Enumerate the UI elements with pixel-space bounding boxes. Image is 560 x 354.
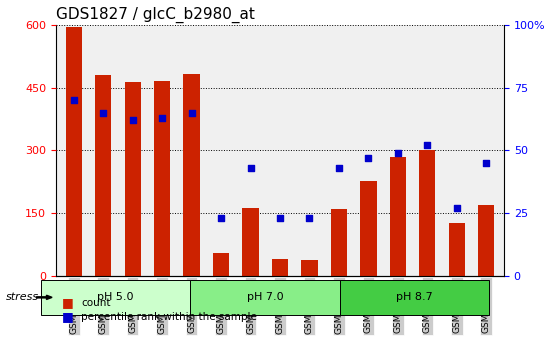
Text: GSM101237: GSM101237 (276, 279, 284, 333)
Text: GSM101243: GSM101243 (452, 279, 461, 333)
Point (452, 205, 461, 211)
Bar (213, 253, 229, 276)
Point (246, 165, 255, 171)
Point (187, 110, 196, 116)
Text: ■: ■ (62, 310, 73, 323)
Bar (184, 74, 200, 276)
Point (305, 216, 314, 221)
Point (276, 216, 284, 221)
Text: GSM101239: GSM101239 (334, 279, 343, 333)
Text: pH 8.7: pH 8.7 (396, 292, 433, 302)
Bar (360, 181, 376, 276)
Text: GSM101234: GSM101234 (187, 279, 196, 333)
Bar (95, 75, 111, 276)
Text: count: count (81, 298, 111, 308)
Bar (449, 223, 465, 276)
Text: pH 7.0: pH 7.0 (247, 292, 283, 302)
Point (394, 150, 403, 156)
Bar (301, 260, 318, 276)
Bar (331, 209, 347, 276)
Point (482, 160, 491, 166)
Text: stress: stress (6, 292, 39, 302)
Bar (478, 205, 494, 276)
Text: GSM101242: GSM101242 (423, 279, 432, 333)
Point (99, 110, 108, 116)
Text: GSM101230: GSM101230 (69, 279, 78, 333)
Point (334, 165, 343, 171)
Point (217, 216, 226, 221)
Text: GSM101241: GSM101241 (393, 279, 403, 333)
Text: GSM101235: GSM101235 (217, 279, 226, 333)
Point (128, 118, 137, 123)
Point (364, 155, 373, 161)
Bar (242, 208, 259, 276)
Point (69, 97, 78, 103)
Text: GSM101244: GSM101244 (482, 279, 491, 333)
Text: pH 5.0: pH 5.0 (97, 292, 134, 302)
Text: GSM101238: GSM101238 (305, 279, 314, 333)
Text: percentile rank within the sample: percentile rank within the sample (81, 312, 257, 322)
Bar (419, 150, 436, 276)
Text: GSM101236: GSM101236 (246, 279, 255, 333)
Point (157, 115, 166, 121)
Bar (66, 27, 82, 276)
Bar (154, 81, 170, 276)
Text: GSM101231: GSM101231 (99, 279, 108, 333)
Bar (390, 157, 406, 276)
Text: GDS1827 / glcC_b2980_at: GDS1827 / glcC_b2980_at (56, 7, 255, 23)
Text: ■: ■ (62, 296, 73, 309)
Text: GSM101232: GSM101232 (128, 279, 137, 333)
Bar (272, 259, 288, 276)
Text: GSM101240: GSM101240 (364, 279, 373, 333)
Point (423, 143, 432, 148)
Bar (124, 82, 141, 276)
Text: GSM101233: GSM101233 (157, 279, 167, 333)
